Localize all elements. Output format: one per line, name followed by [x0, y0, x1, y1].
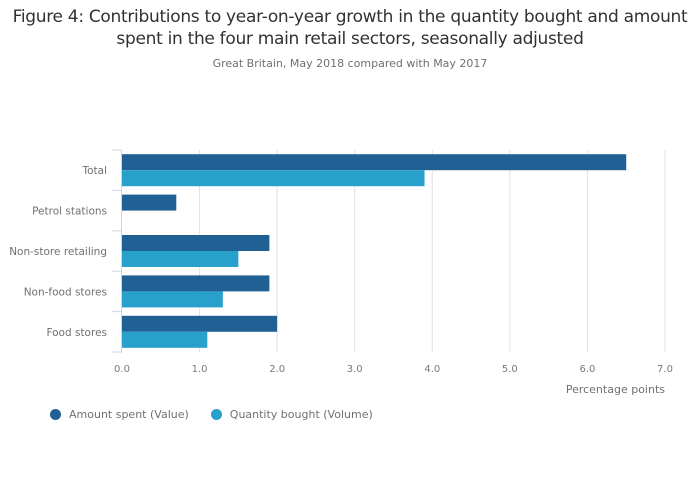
- x-tick-label: 7.0: [657, 364, 673, 375]
- category-label: Total: [81, 165, 107, 177]
- category-label: Petrol stations: [32, 206, 107, 218]
- legend-label-volume: Quantity bought (Volume): [229, 408, 373, 421]
- bar-value[interactable]: [122, 275, 270, 292]
- legend-item-volume[interactable]: Quantity bought (Volume): [210, 408, 373, 421]
- category-label: Non-store retailing: [9, 246, 107, 258]
- x-tick-label: 5.0: [502, 364, 518, 375]
- legend-marker-value: [50, 409, 61, 420]
- category-labels: Total Petrol stations Non-store retailing N…: [9, 165, 107, 339]
- bars: [122, 154, 627, 348]
- legend: Amount spent (Value) Quantity bought (Vo…: [50, 408, 395, 421]
- bar-value[interactable]: [122, 235, 270, 251]
- x-tick-label: 4.0: [424, 364, 440, 375]
- chart-title: Figure 4: Contributions to year-on-year …: [12, 7, 688, 49]
- bar-volume[interactable]: [122, 331, 208, 348]
- chart-subtitle: Great Britain, May 2018 compared with Ma…: [212, 57, 488, 70]
- bar-value[interactable]: [122, 194, 177, 211]
- x-tick-label: 1.0: [192, 364, 208, 375]
- x-tick-label: 2.0: [269, 364, 285, 375]
- x-axis-ticks: 0.0 1.0 2.0 3.0 4.0 5.0 6.0 7.0: [114, 364, 673, 375]
- category-label: Non-food stores: [24, 286, 107, 298]
- legend-marker-volume: [210, 409, 222, 420]
- x-tick-label: 6.0: [579, 364, 595, 375]
- legend-item-value[interactable]: Amount spent (Value): [50, 408, 189, 421]
- bar-value[interactable]: [122, 154, 627, 171]
- x-tick-label: 3.0: [347, 364, 363, 375]
- bar-volume[interactable]: [122, 251, 239, 267]
- x-axis-title: Percentage points: [566, 383, 665, 396]
- bar-value[interactable]: [122, 315, 278, 332]
- category-label: Food stores: [46, 327, 107, 339]
- bar-volume[interactable]: [122, 291, 223, 308]
- bar-volume[interactable]: [122, 170, 425, 187]
- legend-label-value: Amount spent (Value): [69, 408, 189, 421]
- x-tick-label: 0.0: [114, 364, 130, 375]
- y-axis: [112, 149, 122, 353]
